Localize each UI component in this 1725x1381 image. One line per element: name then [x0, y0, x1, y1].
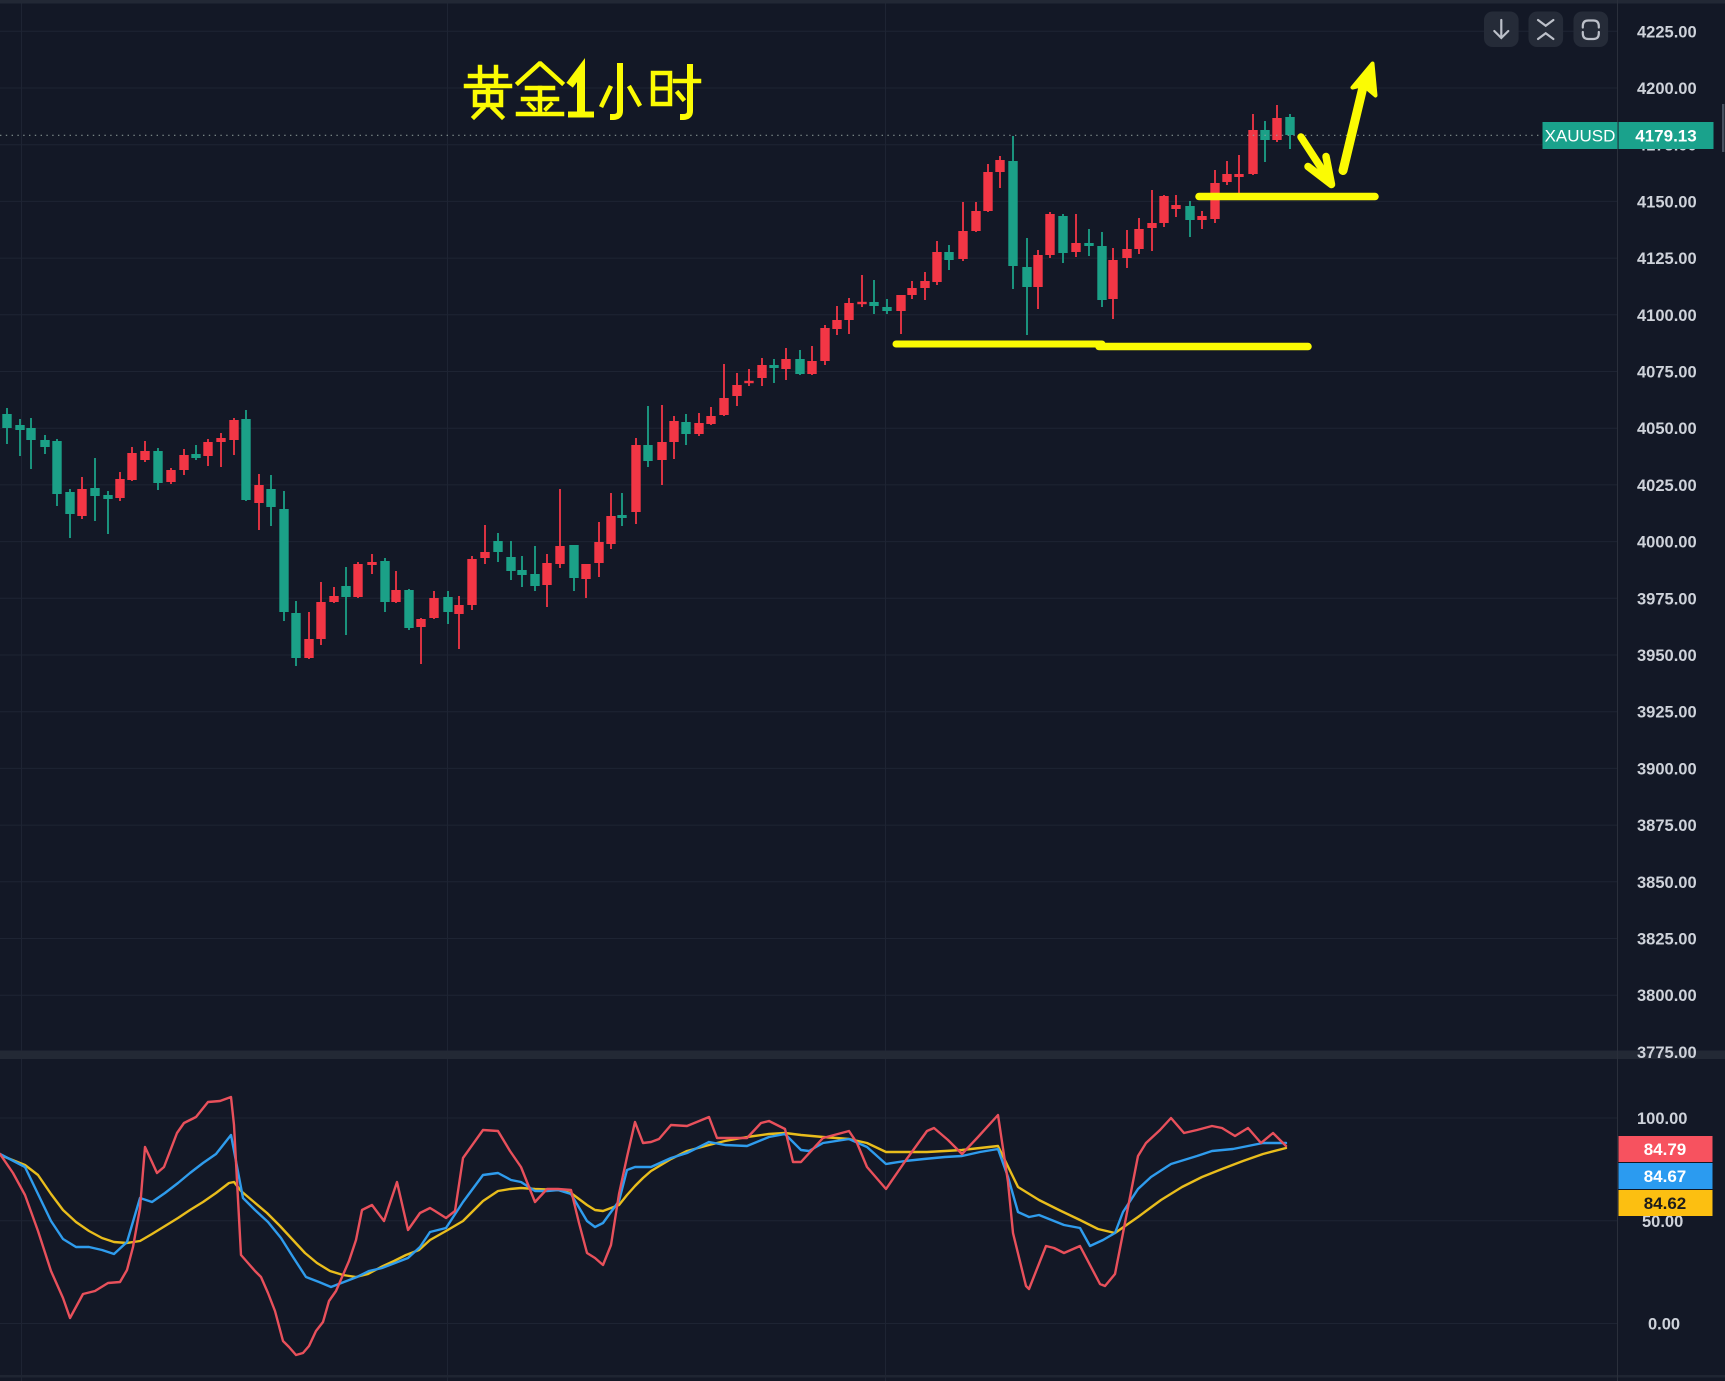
svg-text:4050.00: 4050.00 — [1637, 420, 1697, 438]
svg-text:4150.00: 4150.00 — [1637, 193, 1697, 211]
svg-text:4200.00: 4200.00 — [1637, 80, 1697, 98]
svg-text:3850.00: 3850.00 — [1637, 874, 1697, 892]
svg-text:84.67: 84.67 — [1644, 1167, 1687, 1186]
svg-text:4025.00: 4025.00 — [1637, 477, 1697, 495]
svg-text:XAUUSD: XAUUSD — [1545, 127, 1616, 146]
svg-text:84.62: 84.62 — [1644, 1194, 1687, 1213]
svg-text:100.00: 100.00 — [1637, 1110, 1687, 1128]
svg-text:3875.00: 3875.00 — [1637, 817, 1697, 835]
svg-text:84.79: 84.79 — [1644, 1140, 1687, 1159]
svg-text:4000.00: 4000.00 — [1637, 534, 1697, 552]
svg-text:3950.00: 3950.00 — [1637, 647, 1697, 665]
svg-text:3800.00: 3800.00 — [1637, 987, 1697, 1005]
svg-text:3925.00: 3925.00 — [1637, 704, 1697, 722]
svg-text:4225.00: 4225.00 — [1637, 23, 1697, 41]
svg-text:3825.00: 3825.00 — [1637, 931, 1697, 949]
svg-text:4100.00: 4100.00 — [1637, 307, 1697, 325]
svg-text:4075.00: 4075.00 — [1637, 364, 1697, 382]
svg-text:4179.13: 4179.13 — [1635, 127, 1696, 146]
svg-text:0.00: 0.00 — [1648, 1316, 1680, 1334]
svg-text:3975.00: 3975.00 — [1637, 590, 1697, 608]
svg-text:4125.00: 4125.00 — [1637, 250, 1697, 268]
svg-text:50.00: 50.00 — [1642, 1213, 1683, 1231]
svg-text:3900.00: 3900.00 — [1637, 760, 1697, 778]
svg-text:3775.00: 3775.00 — [1637, 1044, 1697, 1062]
